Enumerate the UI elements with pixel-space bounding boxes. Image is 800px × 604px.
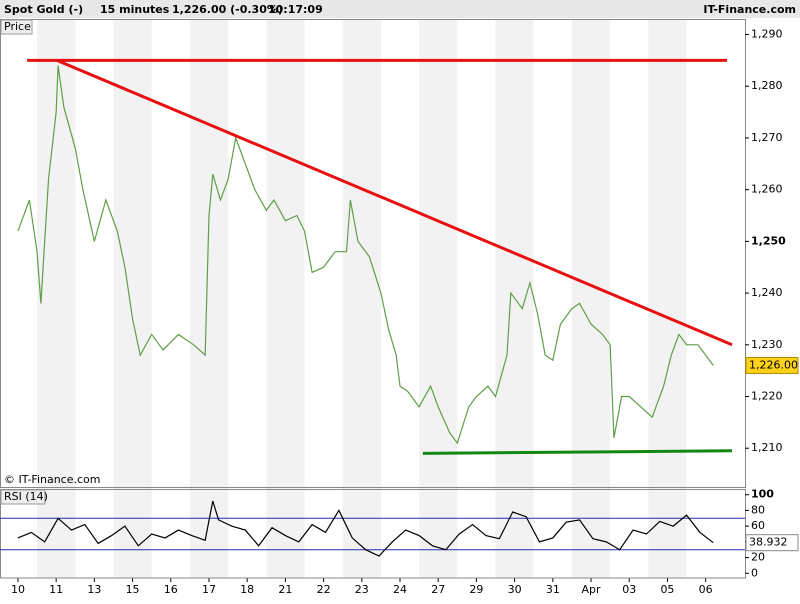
header-bar — [0, 0, 800, 18]
rsi-panel — [0, 489, 746, 579]
y-tick-label: 1,220 — [751, 390, 783, 403]
x-tick-label: 17 — [202, 583, 216, 596]
panel-label: Price — [4, 20, 31, 33]
current-rsi: 38.932 — [749, 536, 788, 549]
brand: IT-Finance.com — [703, 3, 796, 16]
y-tick-label: 0 — [751, 566, 758, 579]
x-tick-label: 30 — [508, 583, 522, 596]
series-line — [17, 65, 714, 445]
rsi-label-box — [0, 489, 46, 505]
day-band — [113, 19, 152, 578]
current-price: 1,226.00 — [749, 358, 798, 371]
quote: 1,226.00 (-0.30%) — [172, 3, 283, 16]
y-tick-label: 60 — [751, 519, 765, 532]
current-rsi-tag — [745, 534, 799, 552]
x-tick-label: 13 — [87, 583, 101, 596]
day-band — [189, 19, 229, 578]
x-tick-label: 23 — [355, 583, 369, 596]
day-band — [571, 19, 611, 578]
price-panel — [0, 19, 746, 488]
y-tick-label: 1,260 — [751, 183, 783, 196]
trend-line — [56, 58, 733, 347]
x-tick-label: 06 — [699, 583, 713, 596]
x-tick-label: 22 — [317, 583, 331, 596]
y-tick-label: 1,230 — [751, 338, 783, 351]
x-tick-label: 16 — [164, 583, 178, 596]
y-tick-label: 1,280 — [751, 79, 783, 92]
y-tick-label: 20 — [751, 551, 765, 564]
day-band — [266, 19, 305, 578]
x-tick-label: 27 — [431, 583, 445, 596]
x-tick-label: 11 — [49, 583, 63, 596]
background — [37, 19, 687, 578]
x-tick-label: 03 — [622, 583, 636, 596]
time: 10:17:09 — [268, 3, 323, 16]
x-tick-label: Apr — [582, 583, 602, 596]
x-tick-label: 05 — [660, 583, 674, 596]
x-tick-label: 24 — [393, 583, 407, 596]
instrument: Spot Gold (-) — [4, 3, 83, 16]
y-tick-label: 1,210 — [751, 441, 783, 454]
day-band — [648, 19, 687, 578]
x-tick-label: 31 — [546, 583, 560, 596]
y-tick-label: 1,290 — [751, 28, 783, 41]
x-tick-label: 15 — [126, 583, 140, 596]
current-price-tag — [745, 356, 799, 374]
price-label-box — [0, 19, 33, 35]
series-line — [17, 500, 714, 557]
trend-line — [422, 449, 733, 455]
x-tick-label: 29 — [469, 583, 483, 596]
interval: 15 minutes — [100, 3, 170, 16]
y-tick-label: 1,270 — [751, 131, 783, 144]
y-tick-label: 1,240 — [751, 286, 783, 299]
watermark: © IT-Finance.com — [4, 473, 101, 486]
day-band — [419, 19, 458, 578]
panel-label: RSI (14) — [4, 490, 48, 503]
x-tick-label: 18 — [240, 583, 254, 596]
y-tick-label: 80 — [751, 503, 765, 516]
x-tick-label: 10 — [11, 583, 25, 596]
day-band — [342, 19, 381, 578]
x-tick-label: 21 — [278, 583, 292, 596]
y-tick-label: 1,250 — [751, 234, 786, 247]
y-tick-label: 100 — [751, 488, 774, 501]
